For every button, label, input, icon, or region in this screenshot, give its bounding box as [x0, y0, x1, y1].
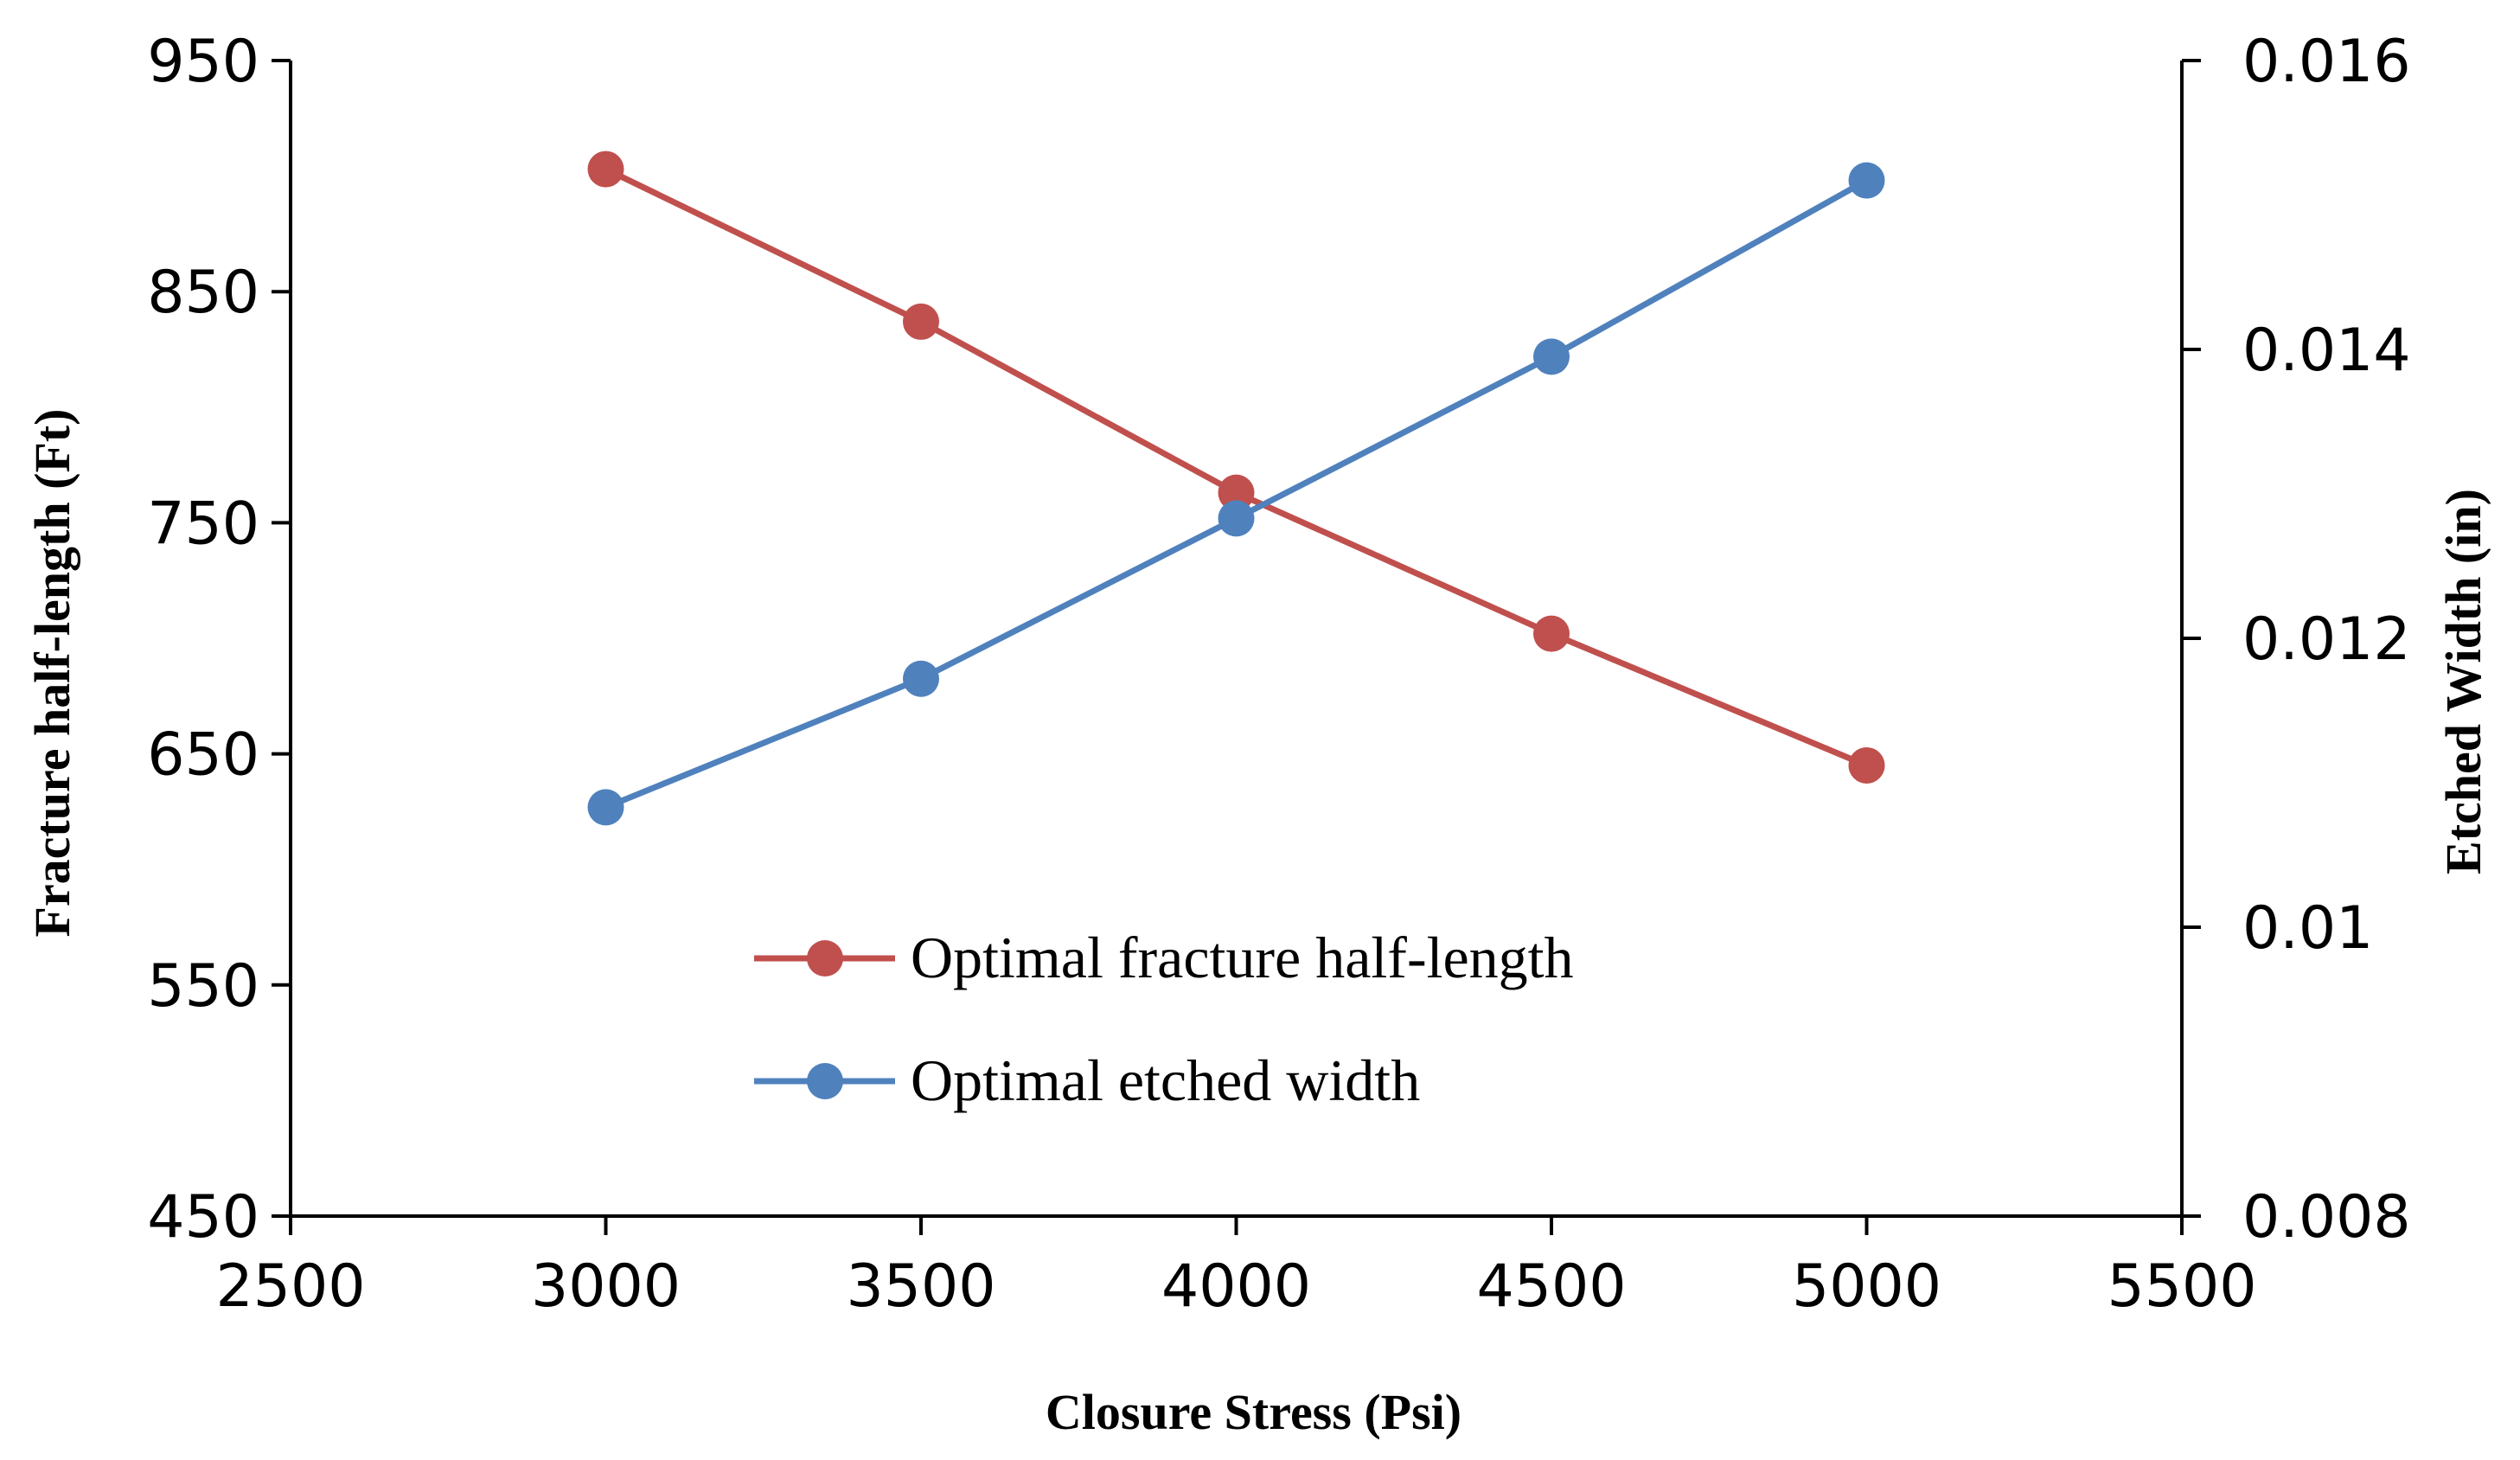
legend-label: Optimal fracture half-length: [911, 925, 1574, 990]
legend-label: Optimal etched width: [911, 1047, 1420, 1113]
y-tick-label: 650: [147, 721, 259, 790]
y-tick-label: 850: [147, 259, 259, 327]
y2-tick-label: 0.008: [2242, 1183, 2411, 1252]
data-point: [1533, 338, 1570, 375]
legend: Optimal fracture half-length Optimal etch…: [754, 925, 1574, 1113]
series-fracture-half-length: [587, 150, 1885, 784]
x-tick-label: 5000: [1792, 1252, 1941, 1321]
x-tick-label: 4500: [1476, 1252, 1626, 1321]
x-axis-title: Closure Stress (Psi): [1046, 1384, 1461, 1440]
x-tick-label: 3000: [531, 1252, 681, 1321]
x-tick-label: 3500: [846, 1252, 995, 1321]
y2-tick-label: 0.016: [2242, 28, 2411, 96]
y2-axis-title: Etched Width (in): [2435, 489, 2491, 874]
y-tick-label: 550: [147, 952, 259, 1021]
y-tick-label: 950: [147, 28, 259, 96]
series-etched-width: [587, 162, 1885, 826]
data-point: [903, 660, 939, 697]
series-line: [604, 166, 1868, 769]
y-tick-label: 750: [147, 490, 259, 558]
x-tick-label: 5500: [2107, 1252, 2256, 1321]
data-point: [1218, 500, 1255, 537]
legend-item: Optimal etched width: [754, 1047, 1420, 1113]
data-point: [1848, 746, 1885, 784]
y-tick-label: 450: [147, 1183, 259, 1252]
data-point: [903, 303, 939, 340]
series-layer: [587, 150, 1885, 826]
legend-marker: [807, 940, 843, 977]
data-point: [587, 150, 624, 188]
y2-tick-label: 0.01: [2242, 894, 2373, 963]
y-axis-title: Fracture half-length (Ft): [24, 409, 80, 938]
x-tick-label: 4000: [1161, 1252, 1311, 1321]
data-point: [1218, 474, 1255, 511]
y2-tick-label: 0.012: [2242, 605, 2411, 674]
y2-tick-label: 0.014: [2242, 317, 2411, 385]
data-point: [587, 789, 624, 826]
legend-marker: [807, 1063, 843, 1099]
x-tick-label: 2500: [215, 1252, 365, 1321]
axes: 2500 3000 3500 4000 4500 5000 5500 450 550 650 750…: [24, 28, 2491, 1440]
legend-item: Optimal fracture half-length: [754, 925, 1574, 990]
data-point: [1533, 615, 1570, 652]
data-point: [1848, 162, 1885, 199]
